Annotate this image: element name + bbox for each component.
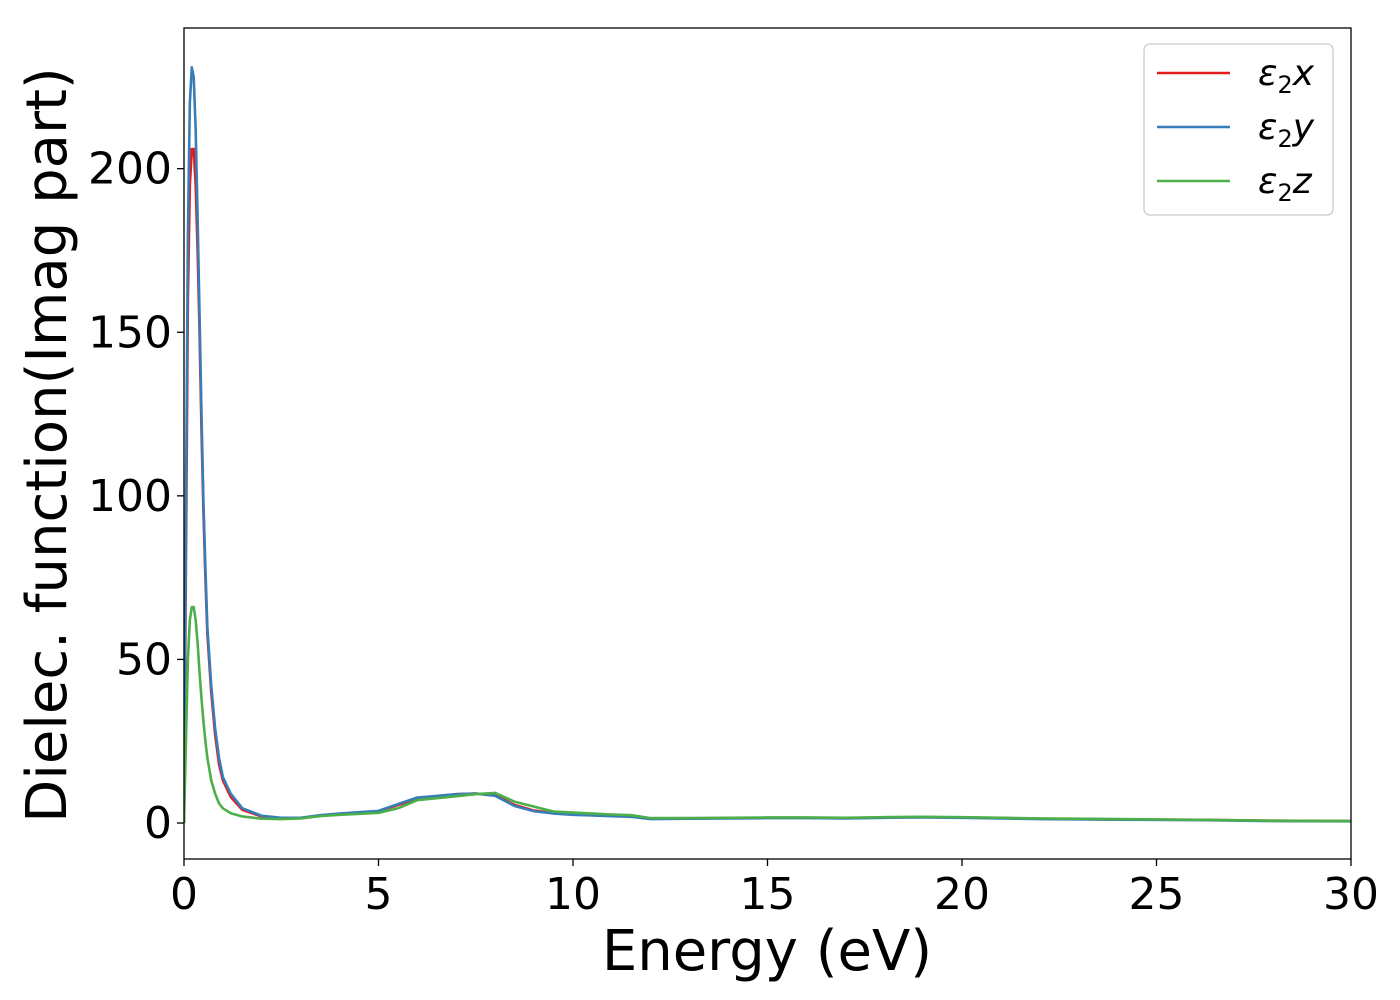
series-layer [184, 65, 1351, 824]
y-axis-title: Dielec. function(Imag part) [15, 67, 80, 823]
y-tick-label: 0 [144, 798, 172, 849]
legend-label-3: ε2z [1258, 161, 1313, 207]
y-tick-label: 50 [116, 634, 172, 685]
y-axis: 0 50 100 150 200 [88, 144, 184, 849]
y-tick-label: 100 [88, 471, 172, 522]
x-tick-label: 15 [740, 869, 796, 920]
x-axis-title: Energy (eV) [602, 919, 932, 984]
legend-label-2: ε2y [1258, 107, 1315, 153]
legend: ε2x ε2y ε2z [1143, 43, 1334, 216]
legend-label-1: ε2x [1258, 53, 1315, 99]
x-tick-label: 25 [1129, 869, 1185, 920]
x-tick-label: 20 [934, 869, 990, 920]
series-line-1 [184, 147, 1351, 824]
series-line-3 [184, 605, 1351, 824]
x-tick-label: 0 [170, 869, 198, 920]
x-tick-label: 30 [1323, 869, 1379, 920]
x-tick-label: 10 [545, 869, 601, 920]
y-tick-label: 150 [88, 307, 172, 358]
x-tick-label: 5 [365, 869, 393, 920]
legend-frame [1143, 43, 1334, 216]
y-tick-label: 200 [88, 144, 172, 195]
x-axis: 0 5 10 15 20 25 30 [170, 859, 1379, 920]
